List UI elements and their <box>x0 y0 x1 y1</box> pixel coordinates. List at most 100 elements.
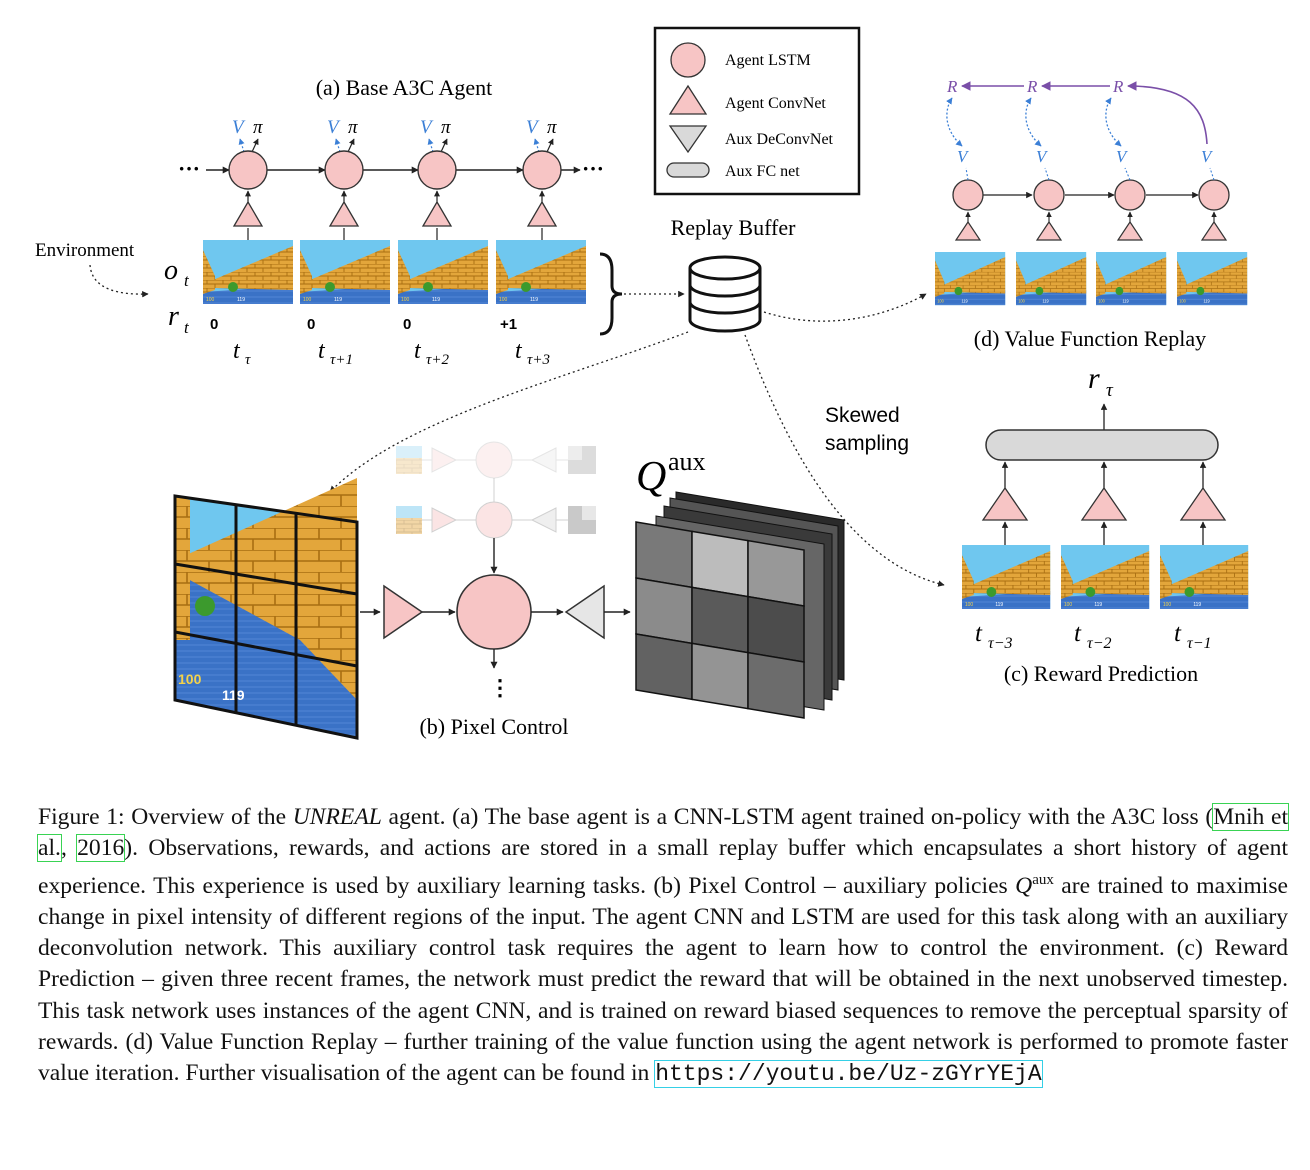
svg-text:aux: aux <box>668 447 706 476</box>
reward-values: 0 0 0 +1 <box>210 316 517 333</box>
agent-convnet-node <box>328 200 360 227</box>
agent-lstm-node <box>1198 167 1230 211</box>
svg-text:t: t <box>184 271 190 290</box>
q-aux-cell <box>635 577 693 645</box>
time-label: t τ+1 <box>318 338 353 368</box>
legend-rounded-rect-icon <box>666 162 710 178</box>
vertical-ellipsis: ⋮ <box>489 675 511 700</box>
replay-frame <box>1177 252 1248 306</box>
q-aux-cell <box>691 642 749 710</box>
svg-text:τ+2: τ+2 <box>426 352 449 368</box>
panel-a-timestep-0: V π <box>203 117 293 304</box>
agent-lstm-node <box>1114 167 1146 211</box>
hud-health: 119 <box>222 687 245 703</box>
value-label-3: V <box>526 117 540 138</box>
caption-text: Overview of the <box>124 804 293 830</box>
panel-d-title: (d) Value Function Replay <box>974 326 1206 351</box>
reward-value: 0 <box>403 316 411 333</box>
svg-text:t: t <box>515 338 523 364</box>
caption-text: , <box>60 835 78 862</box>
agent-lstm-node <box>952 167 984 211</box>
reward-label: r t <box>168 301 190 337</box>
chain-end-dots: ··· <box>582 156 604 181</box>
time-label: t τ−3 <box>975 620 1013 652</box>
agent-convnet-node <box>383 584 424 640</box>
value-label-2: V <box>420 117 434 138</box>
caption-text: agent. (a) The base agent is a CNN-LSTM … <box>381 804 1214 830</box>
panel-a-lstm-chain: ··· ··· <box>178 156 604 181</box>
svg-text:τ+1: τ+1 <box>330 352 353 368</box>
q-aux-cell <box>635 633 693 701</box>
agent-convnet-node <box>232 200 264 227</box>
aux-deconvnet-node <box>564 584 605 640</box>
svg-text:V: V <box>1116 147 1129 166</box>
observation-frame-0 <box>203 240 293 304</box>
agent-lstm-node <box>522 150 562 190</box>
reward-frame <box>1061 545 1150 609</box>
legend-label: Aux DeConvNet <box>725 131 834 148</box>
value-labels: V V V V <box>957 147 1214 166</box>
svg-text:τ+3: τ+3 <box>527 352 550 368</box>
panel-a-title: (a) Base A3C Agent <box>316 75 493 100</box>
citation-link[interactable]: Mnih et al. <box>37 802 1289 863</box>
q-aux-cell <box>635 521 693 589</box>
q-aux-grids <box>635 491 845 719</box>
agent-lstm-node <box>228 150 268 190</box>
agent-convnet-node <box>954 220 982 241</box>
q-aux-label: Q aux <box>636 447 706 500</box>
pixel-control-input-frame: 100 119 <box>173 478 359 740</box>
agent-convnet-node <box>1179 486 1227 521</box>
legend-triangle-up-icon <box>668 84 708 115</box>
svg-text:t: t <box>318 338 326 364</box>
policy-label-3: π <box>547 117 557 138</box>
agent-lstm-node <box>456 574 532 650</box>
legend-label: Agent LSTM <box>725 52 811 69</box>
reward-frame <box>962 545 1051 609</box>
agent-convnet-node <box>1116 220 1144 241</box>
unreal-architecture-figure: 100 119 (a) Base A3C Agent ··· ··· V π V… <box>35 26 1249 740</box>
time-label: t τ+2 <box>414 338 449 368</box>
citation-year-link[interactable]: 2016 <box>76 834 126 863</box>
figure-caption: Figure 1: Overview of the UNREAL agent. … <box>37 802 1289 1091</box>
chain-start-dots: ··· <box>178 156 200 181</box>
panel-c-reward-prediction: r τ t τ−3 t τ−2 t τ−1 <box>962 362 1249 652</box>
svg-text:t: t <box>233 338 241 364</box>
agent-lstm-node <box>324 150 364 190</box>
svg-text:V: V <box>1201 147 1214 166</box>
q-aux-cell <box>691 530 749 598</box>
agent-lstm-node <box>1033 167 1065 211</box>
value-label-1: V <box>327 117 341 138</box>
policy-label-1: π <box>348 117 358 138</box>
reward-value: 0 <box>307 316 315 333</box>
svg-text:Q: Q <box>636 454 666 500</box>
q-aux-cell <box>691 586 749 654</box>
svg-text:t: t <box>1174 620 1182 647</box>
video-url-link[interactable]: https://youtu.be/Uz-zGYrYEjA <box>654 1060 1043 1089</box>
policy-label-2: π <box>441 117 451 138</box>
svg-text:t: t <box>975 620 983 647</box>
svg-text:V: V <box>957 147 970 166</box>
observation-frame-1 <box>300 240 390 304</box>
svg-text:t: t <box>184 318 190 337</box>
legend-label: Aux FC net <box>725 163 800 180</box>
panel-d-value-function-replay: R R R V V V V <box>935 77 1248 306</box>
hud-ammo: 100 <box>178 671 202 687</box>
panel-a-timestep-3: V π <box>496 117 586 304</box>
legend-label: Agent ConvNet <box>725 95 826 112</box>
agent-convnet-node <box>526 200 558 227</box>
q-aux-front-grid <box>635 521 805 719</box>
reward-value: 0 <box>210 316 218 333</box>
caption-text: ). Observations, rewards, and actions ar… <box>38 835 1289 899</box>
q-superscript: aux <box>1032 871 1054 888</box>
skewed-sampling-label: Skewed <box>825 404 900 427</box>
svg-text:r: r <box>1088 362 1100 395</box>
reward-target-label: r τ <box>1088 362 1114 401</box>
svg-text:τ: τ <box>245 352 251 368</box>
svg-text:R: R <box>946 77 958 96</box>
observation-frame-3 <box>496 240 586 304</box>
svg-text:τ−3: τ−3 <box>988 635 1013 652</box>
svg-text:o: o <box>164 255 178 286</box>
agent-convnet-node <box>1080 486 1128 521</box>
